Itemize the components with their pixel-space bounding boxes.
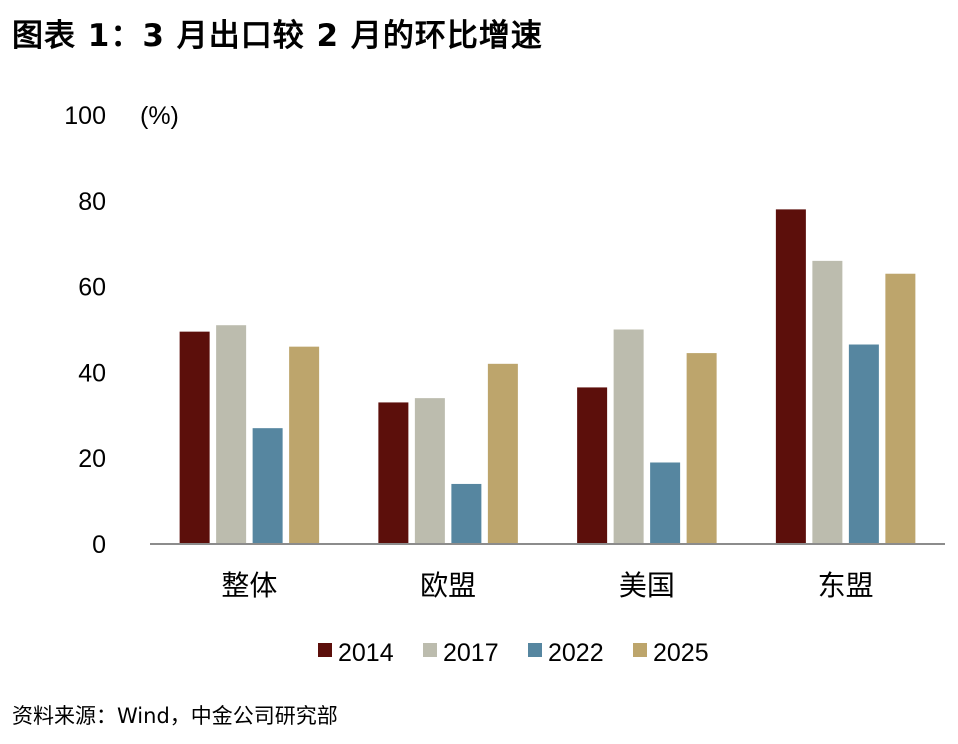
bar-2022-3	[848, 344, 879, 544]
bar-2014-3	[775, 209, 806, 544]
y-tick-label: 20	[78, 445, 106, 473]
bar-2017-2	[613, 329, 644, 544]
bar-2022-1	[451, 483, 482, 544]
x-category-label: 整体	[221, 569, 277, 602]
legend-swatch-2025	[633, 643, 647, 657]
unit-label: (%)	[140, 102, 179, 130]
bar-2025-1	[487, 363, 518, 544]
bar-2025-2	[686, 353, 717, 544]
bar-2014-2	[577, 387, 608, 544]
bar-2022-2	[650, 462, 681, 544]
bar-2025-0	[289, 346, 320, 544]
bar-2022-0	[252, 428, 283, 544]
x-category-label: 东盟	[818, 569, 874, 602]
y-tick-label: 100	[64, 102, 106, 130]
bar-2017-1	[414, 398, 445, 544]
legend-label-2014: 2014	[338, 639, 394, 667]
bar-2014-1	[378, 402, 409, 544]
bar-2025-3	[885, 273, 916, 544]
y-tick-label: 0	[92, 531, 106, 559]
legend-swatch-2017	[423, 643, 437, 657]
legend-label-2017: 2017	[443, 639, 499, 667]
bar-2017-0	[216, 325, 247, 544]
bar-2014-0	[179, 331, 210, 544]
y-tick-label: 40	[78, 359, 106, 387]
y-tick-label: 80	[78, 188, 106, 216]
legend-label-2025: 2025	[653, 639, 709, 667]
legend-swatch-2014	[318, 643, 332, 657]
bars	[179, 209, 916, 544]
x-category-label: 美国	[619, 569, 675, 602]
x-category-label: 欧盟	[420, 569, 476, 602]
chart-title: 图表 1：3 月出口较 2 月的环比增速	[12, 18, 543, 54]
legend-label-2022: 2022	[548, 639, 604, 667]
y-axis: 0 20 40 60 80 100	[64, 102, 106, 559]
legend: 2014 2017 2022 2025	[318, 639, 709, 667]
source-note: 资料来源：Wind，中金公司研究部	[12, 704, 338, 728]
bar-2017-3	[812, 260, 843, 544]
legend-swatch-2022	[528, 643, 542, 657]
y-tick-label: 60	[78, 274, 106, 302]
x-axis: 整体 欧盟 美国 东盟	[221, 569, 873, 602]
